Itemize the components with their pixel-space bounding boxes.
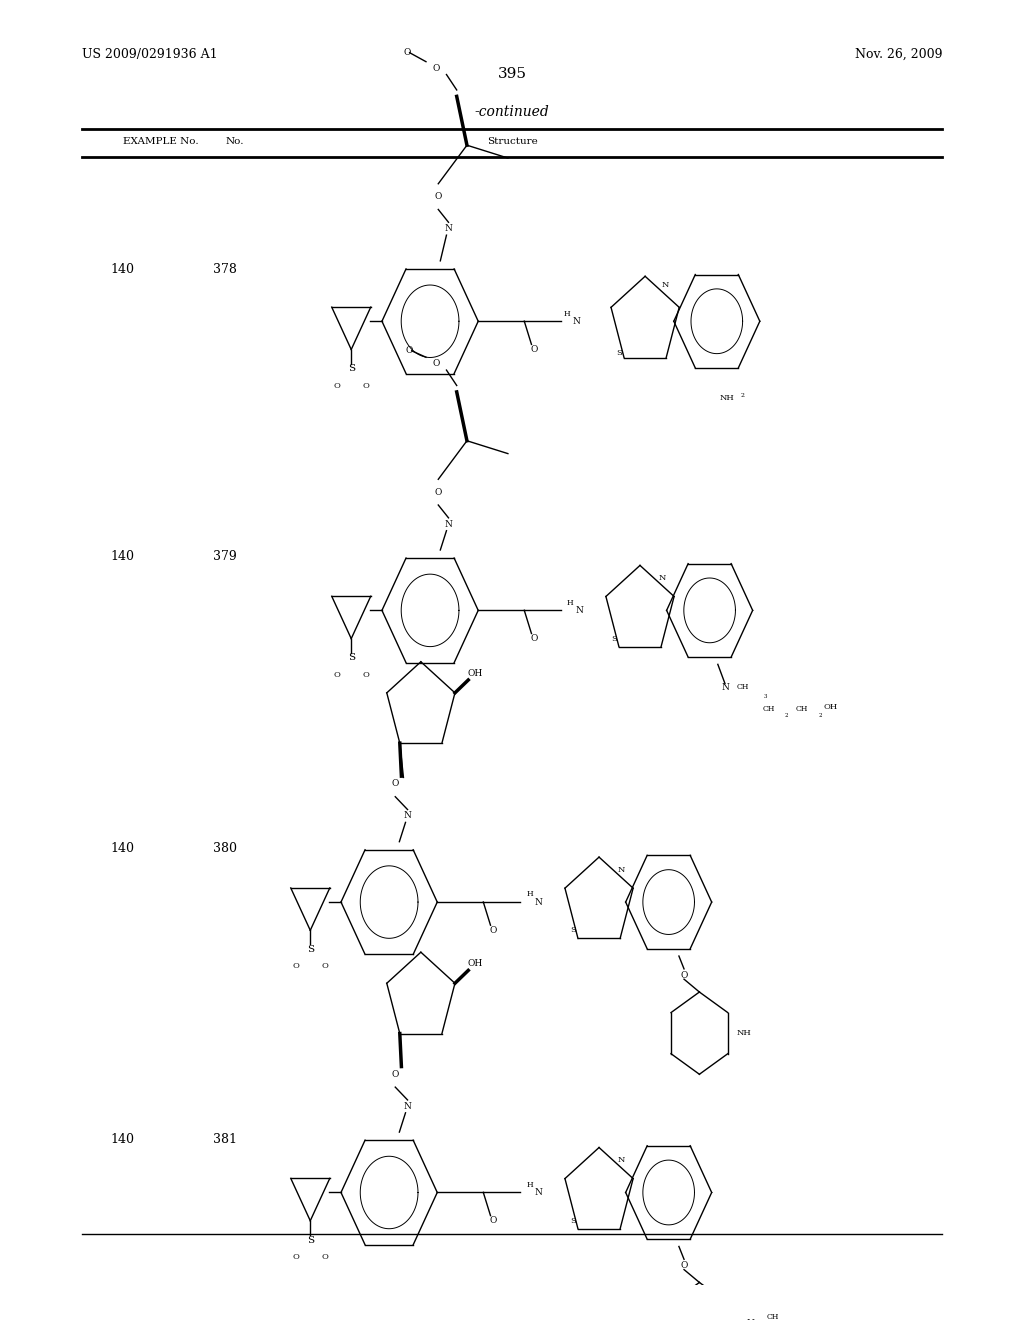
- Text: N: N: [658, 574, 667, 582]
- Text: N: N: [617, 866, 626, 874]
- Text: O: O: [322, 962, 328, 970]
- Text: O: O: [403, 49, 411, 57]
- Text: CH: CH: [767, 1313, 779, 1320]
- Text: N: N: [403, 1102, 412, 1111]
- Text: US 2009/0291936 A1: US 2009/0291936 A1: [82, 48, 217, 61]
- Text: O: O: [322, 1253, 328, 1261]
- Text: O: O: [680, 1261, 688, 1270]
- Text: OH: OH: [468, 960, 483, 969]
- Text: H: H: [567, 599, 573, 607]
- Text: N: N: [403, 812, 412, 821]
- Text: N: N: [575, 606, 584, 615]
- Text: 2: 2: [740, 393, 744, 399]
- Text: -continued: -continued: [475, 106, 549, 119]
- Text: O: O: [391, 779, 399, 788]
- Text: N: N: [572, 317, 581, 326]
- Text: S: S: [348, 653, 354, 663]
- Text: O: O: [434, 193, 442, 201]
- Text: 140: 140: [111, 842, 135, 854]
- Text: Structure: Structure: [486, 137, 538, 147]
- Text: O: O: [334, 671, 340, 678]
- Text: S: S: [616, 350, 623, 358]
- Text: O: O: [530, 634, 539, 643]
- Text: O: O: [432, 359, 440, 368]
- Text: NH: NH: [737, 1030, 752, 1038]
- Text: O: O: [680, 970, 688, 979]
- Text: 140: 140: [111, 1134, 135, 1146]
- Text: 381: 381: [213, 1134, 238, 1146]
- Text: 2: 2: [818, 713, 822, 718]
- Text: N: N: [535, 1188, 543, 1197]
- Text: O: O: [489, 925, 498, 935]
- Text: Nov. 26, 2009: Nov. 26, 2009: [855, 48, 942, 61]
- Text: EXAMPLE No.: EXAMPLE No.: [123, 137, 199, 147]
- Text: S: S: [307, 1236, 313, 1245]
- Text: O: O: [434, 487, 442, 496]
- Text: 3: 3: [763, 694, 767, 700]
- Text: O: O: [293, 1253, 299, 1261]
- Text: O: O: [432, 63, 440, 73]
- Text: S: S: [570, 1217, 577, 1225]
- Text: 380: 380: [213, 842, 238, 854]
- Text: N: N: [662, 281, 670, 289]
- Text: S: S: [307, 945, 313, 954]
- Text: 140: 140: [111, 550, 135, 564]
- Text: H: H: [526, 1181, 532, 1189]
- Text: 379: 379: [213, 550, 238, 564]
- Text: N: N: [721, 682, 729, 692]
- Text: 140: 140: [111, 264, 135, 276]
- Text: CH: CH: [763, 705, 775, 713]
- Text: O: O: [406, 346, 413, 355]
- Text: O: O: [362, 671, 369, 678]
- Text: S: S: [570, 927, 577, 935]
- Text: OH: OH: [823, 702, 838, 710]
- Text: N: N: [444, 520, 453, 529]
- Text: N: N: [617, 1156, 626, 1164]
- Text: 395: 395: [498, 67, 526, 81]
- Text: OH: OH: [468, 669, 483, 678]
- Text: O: O: [530, 345, 539, 354]
- Text: O: O: [293, 962, 299, 970]
- Text: H: H: [564, 310, 570, 318]
- Text: 378: 378: [213, 264, 238, 276]
- Text: S: S: [611, 635, 617, 643]
- Text: N: N: [535, 898, 543, 907]
- Text: O: O: [489, 1216, 498, 1225]
- Text: 2: 2: [784, 713, 788, 718]
- Text: N: N: [444, 224, 453, 234]
- Text: NH: NH: [720, 395, 734, 403]
- Text: S: S: [348, 364, 354, 374]
- Text: CH: CH: [736, 684, 749, 692]
- Text: O: O: [362, 381, 369, 389]
- Text: H: H: [526, 891, 532, 899]
- Text: CH: CH: [796, 705, 808, 713]
- Text: O: O: [391, 1069, 399, 1078]
- Text: No.: No.: [225, 137, 244, 147]
- Text: O: O: [334, 381, 340, 389]
